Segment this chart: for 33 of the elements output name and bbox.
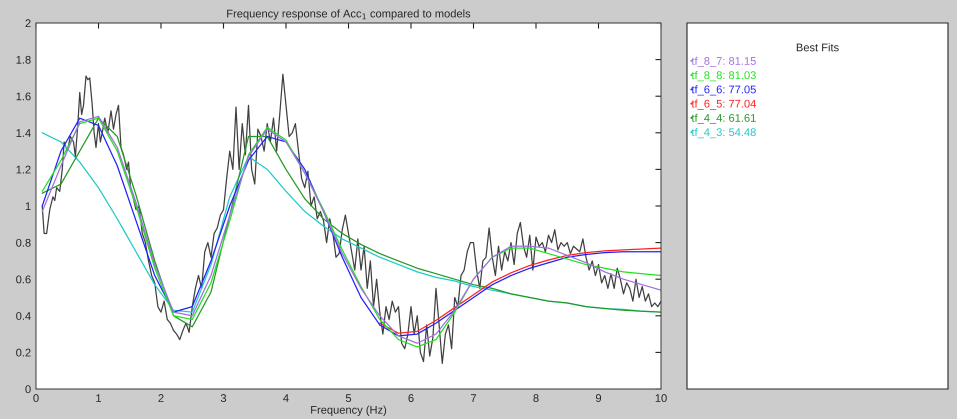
x-tick-label: 3 bbox=[220, 394, 226, 402]
y-tick-label: 1.6 bbox=[16, 92, 31, 100]
x-tick-label: 7 bbox=[470, 394, 476, 402]
y-tick-label: 2 bbox=[26, 19, 31, 28]
x-tick-label: 9 bbox=[596, 394, 602, 402]
x-tick-label: 10 bbox=[656, 394, 667, 402]
y-tick-label: 1.4 bbox=[16, 129, 31, 137]
x-tick-label: 8 bbox=[533, 394, 539, 402]
line-series bbox=[379, 247, 661, 334]
y-tick-label: 1.2 bbox=[16, 166, 31, 174]
x-tick-label: 4 bbox=[283, 394, 289, 402]
x-tick-label: 0 bbox=[33, 394, 39, 402]
legend-label: tf_4_3: 54.48 bbox=[692, 128, 756, 138]
y-tick-label: 1 bbox=[26, 202, 31, 210]
legend-label: tf_4_4: 61.61 bbox=[692, 114, 756, 124]
x-tick-label: 5 bbox=[346, 394, 352, 402]
x-tick-label: 2 bbox=[158, 394, 164, 402]
y-tick-label: 1.8 bbox=[16, 56, 31, 64]
y-tick-label: 0.6 bbox=[16, 275, 31, 284]
legend-label: tf_8_8: 81.03 bbox=[692, 70, 756, 82]
x-tick-label: 1 bbox=[96, 394, 102, 402]
legend-label: tf_6_5: 77.04 bbox=[692, 99, 756, 110]
y-tick-label: 0.2 bbox=[16, 348, 31, 357]
x-tick-label: 6 bbox=[408, 394, 414, 402]
legend-label: tf_6_6: 77.05 bbox=[692, 85, 756, 96]
x-axis-title: Frequency (Hz) bbox=[311, 406, 386, 416]
line-series bbox=[42, 74, 661, 364]
y-tick-label: 0.8 bbox=[16, 238, 31, 247]
legend-label: tf_8_7: 81.15 bbox=[692, 56, 756, 67]
chart-title: Frequency response of Acc$_{1}$ compared to models bbox=[227, 9, 470, 20]
y-tick-label: 0 bbox=[25, 385, 31, 394]
legend-title: Best Fits bbox=[796, 43, 839, 52]
y-tick-label: 0.4 bbox=[16, 312, 31, 320]
